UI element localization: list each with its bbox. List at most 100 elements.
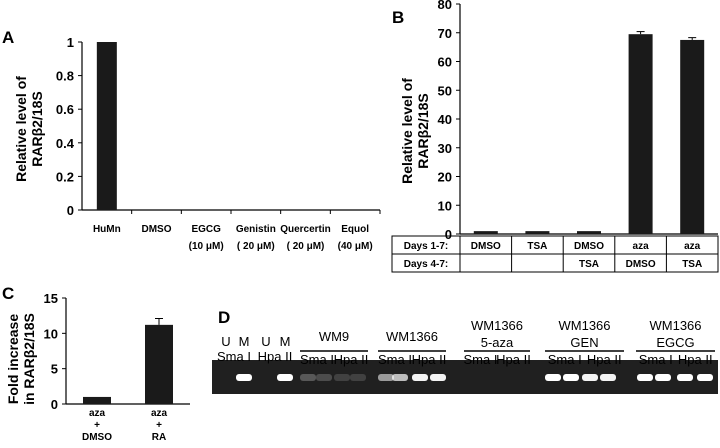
gel-band — [697, 374, 713, 381]
panel-c-category-line2: + — [94, 420, 100, 431]
panel-b-ytick-label: 30 — [438, 141, 452, 156]
gel-enzyme-label: Sma I — [548, 352, 582, 367]
gel-band — [277, 374, 293, 381]
panel-b-table-cell: TSA — [682, 259, 702, 270]
panel-a-ytick-label: 0 — [67, 203, 74, 218]
gel-band — [334, 374, 350, 381]
gel-band — [637, 374, 653, 381]
panel-b-ytick-label: 10 — [438, 198, 452, 213]
gel-band — [300, 374, 316, 381]
panel-b-table-cell: TSA — [527, 241, 547, 252]
panel-c-ytick-label: 5 — [51, 362, 58, 377]
gel-group-title: WM1366 — [471, 318, 523, 333]
gel-enzyme-label: Sma I — [217, 349, 251, 364]
panel-b-table-cell: DMSO — [471, 241, 501, 252]
panel-b-ytick-label: 40 — [438, 112, 452, 127]
panel-b-ytick-label: 20 — [438, 170, 452, 185]
gel-band — [236, 374, 252, 381]
gel-band — [392, 374, 408, 381]
panel-b-bar — [680, 39, 705, 234]
gel-group-subtitle: EGCG — [656, 335, 694, 350]
gel-enzyme-label: Sma I — [378, 352, 412, 367]
panel-b-table-cell: DMSO — [574, 241, 604, 252]
panel-letter-d: D — [218, 308, 231, 327]
panel-a-category-label: Equol — [341, 224, 369, 235]
gel-lane-label: U — [221, 334, 230, 349]
gel-enzyme-label: Hpa II — [258, 349, 293, 364]
panel-b-table-cell: TSA — [579, 259, 599, 270]
panel-c-category-line2: + — [156, 420, 162, 431]
panel-c-category-line1: aza — [89, 408, 106, 419]
panel-b-table-cell: DMSO — [626, 259, 656, 270]
panel-letter-a: A — [2, 28, 15, 47]
gel-enzyme-label: Hpa II — [334, 352, 369, 367]
panel-c-ytick-label: 15 — [44, 291, 58, 306]
panel-letter-b: B — [392, 8, 405, 27]
panel-b-ytick-label: 0 — [445, 227, 452, 242]
gel-enzyme-label: Hpa II — [587, 352, 622, 367]
panel-a-ytick-label: 0.8 — [56, 69, 74, 84]
panel-a-category-label: Quercertin — [280, 224, 331, 235]
panel-a-category-label: EGCG — [191, 224, 221, 235]
gel-group-title: WM9 — [319, 329, 349, 344]
panel-a-category-label: DMSO — [142, 224, 172, 235]
gel-band — [677, 374, 693, 381]
gel-enzyme-label: Sma I — [300, 352, 334, 367]
panel-a-category-dose: ( 20 μM) — [237, 241, 275, 252]
gel-band — [655, 374, 671, 381]
gel-lane-label: M — [239, 334, 250, 349]
panel-c-ytick-label: 0 — [51, 397, 58, 412]
panel-b-bar — [628, 34, 653, 234]
panel-b-table-cell: aza — [684, 241, 701, 252]
panel-b-bar — [577, 231, 601, 234]
gel-lane-label: U — [261, 334, 270, 349]
panel-b-bar — [473, 231, 498, 234]
panel-a-ytick-label: 0.6 — [56, 102, 74, 117]
panel-c-category-line3: DMSO — [82, 432, 112, 443]
panel-b-table-row2-label: Days 4-7: — [404, 259, 448, 270]
panel-b-ytick-label: 50 — [438, 83, 452, 98]
gel-band — [563, 374, 579, 381]
gel-group-title: WM1366 — [386, 329, 438, 344]
panel-b-ytick-label: 80 — [438, 0, 452, 12]
gel-lane-label: M — [280, 334, 291, 349]
panel-a-category-dose: (10 μM) — [189, 241, 224, 252]
gel-enzyme-label: Hpa II — [496, 352, 531, 367]
gel-band — [412, 374, 428, 381]
gel-band — [430, 374, 446, 381]
panel-a-category-label: HuMn — [93, 224, 121, 235]
gel-band — [600, 374, 616, 381]
gel-image — [212, 360, 718, 394]
gel-enzyme-label: Sma I — [639, 352, 673, 367]
panel-letter-c: C — [2, 284, 15, 303]
panel-a-ytick-label: 0.2 — [56, 169, 74, 184]
gel-band — [582, 374, 598, 381]
panel-b-table-cell: aza — [633, 241, 650, 252]
gel-group-title: WM1366 — [558, 318, 610, 333]
gel-enzyme-label: Hpa II — [412, 352, 447, 367]
gel-band — [350, 374, 366, 381]
panel-c-bar — [145, 324, 173, 404]
gel-enzyme-label: Sma I — [464, 352, 498, 367]
panel-a-category-dose: ( 20 μM) — [287, 241, 325, 252]
gel-enzyme-label: Hpa II — [678, 352, 713, 367]
gel-band — [316, 374, 332, 381]
gel-group-subtitle: 5-aza — [481, 335, 514, 350]
panel-c-bar — [83, 396, 111, 404]
panel-c-category-line1: aza — [151, 408, 168, 419]
gel-band — [545, 374, 561, 381]
panel-c-category-line3: RA — [152, 432, 166, 443]
panel-b-ytick-label: 70 — [438, 26, 452, 41]
panel-b-bar — [525, 231, 550, 234]
panel-a-ytick-label: 0.4 — [56, 136, 75, 151]
gel-band — [378, 374, 394, 381]
panel-a-ytick-label: 1 — [67, 35, 74, 50]
gel-group-subtitle: GEN — [570, 335, 598, 350]
panel-b-ytick-label: 60 — [438, 55, 452, 70]
panel-c-ytick-label: 10 — [44, 326, 58, 341]
panel-b-table-row1-label: Days 1-7: — [404, 241, 448, 252]
panel-a-bar — [96, 42, 117, 210]
gel-group-title: WM1366 — [649, 318, 701, 333]
panel-a-category-label: Genistin — [236, 224, 276, 235]
